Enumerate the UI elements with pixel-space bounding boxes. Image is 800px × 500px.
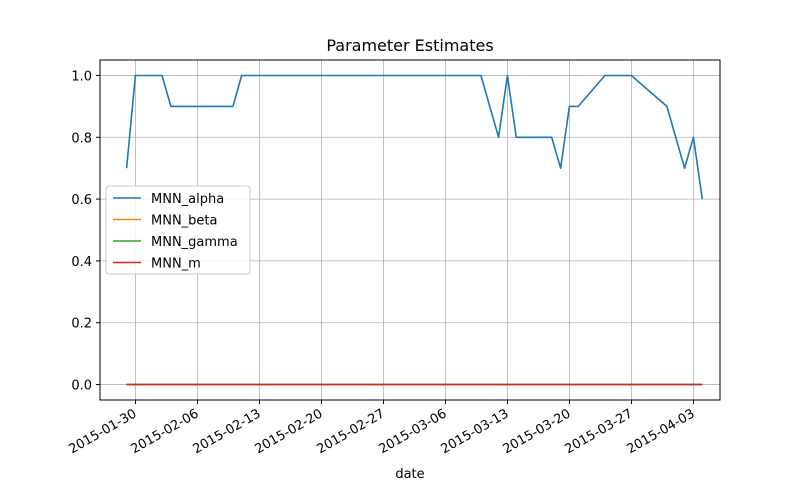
legend-box — [105, 185, 251, 275]
y-tick-label: 1.0 — [71, 69, 92, 84]
y-tick-label: 0.2 — [71, 317, 92, 332]
x-tick-label: 2015-03-06 — [376, 406, 449, 457]
y-axis: 0.0 0.2 0.4 0.6 0.8 1.0 — [71, 69, 100, 394]
x-axis-label: date — [395, 467, 424, 482]
y-tick-label: 0.6 — [71, 193, 92, 208]
x-tick-label: 2015-03-27 — [562, 406, 635, 457]
plot-frame — [99, 59, 721, 401]
y-tick-label: 0.0 — [71, 379, 92, 394]
legend-label: MNN_beta — [151, 214, 217, 229]
legend-label: MNN_m — [151, 257, 201, 272]
chart-title: Parameter Estimates — [326, 36, 493, 55]
x-tick-label: 2015-02-20 — [252, 406, 325, 457]
x-axis: 2015-01-302015-02-062015-02-132015-02-20… — [66, 400, 697, 457]
series-lines — [125, 74, 704, 386]
x-tick-label: 2015-03-13 — [438, 406, 511, 457]
x-tick-label: 2015-02-06 — [128, 406, 201, 457]
x-tick-label: 2015-01-30 — [66, 406, 139, 457]
legend-label: MNN_gamma — [151, 235, 238, 250]
legend: MNN_alpha MNN_beta MNN_gamma MNN_m — [105, 185, 251, 275]
x-tick-label: 2015-02-27 — [314, 406, 387, 457]
y-tick-label: 0.8 — [71, 131, 92, 146]
x-tick-label: 2015-04-03 — [624, 406, 697, 457]
x-tick-label: 2015-03-20 — [500, 406, 573, 457]
series-line-mnn-alpha — [125, 74, 704, 200]
x-tick-label: 2015-02-13 — [190, 406, 263, 457]
y-tick-label: 0.4 — [71, 255, 92, 270]
legend-label: MNN_alpha — [151, 192, 224, 207]
